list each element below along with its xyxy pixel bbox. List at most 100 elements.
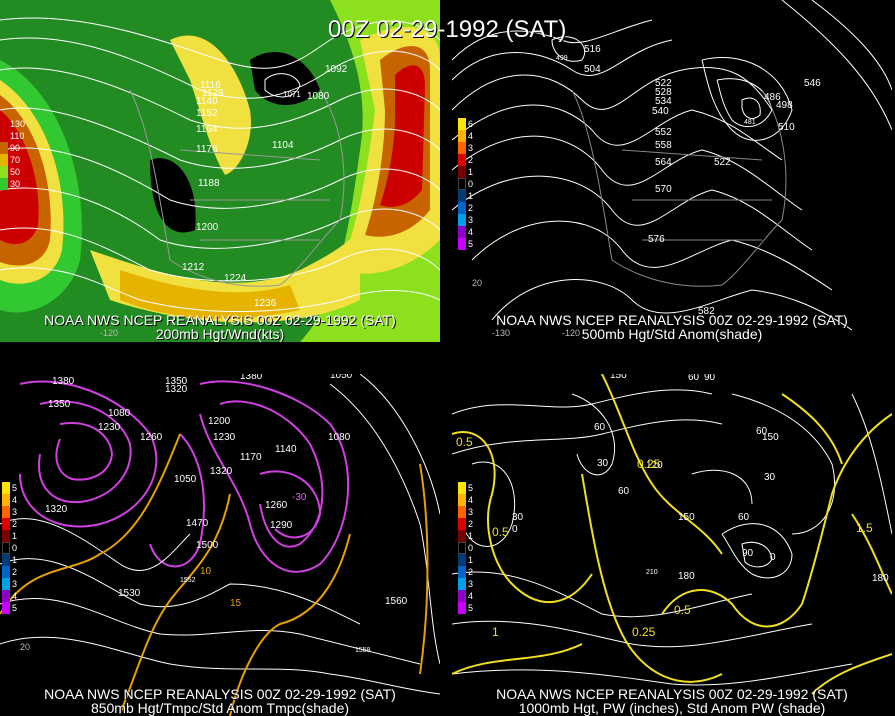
legend-swatch [458,542,466,554]
legend-label: 3 [468,579,474,589]
contour-label: 516 [584,44,601,55]
pw-label: 1.5 [856,521,873,535]
legend-label: 90 [10,143,21,153]
contour-label: 150 [762,432,779,443]
legend-label: 1 [12,555,18,565]
legend-swatch [458,190,466,202]
contour-label: 558 [655,140,672,151]
legend-label: 5 [468,239,474,249]
contour-label: 1104 [272,140,294,151]
legend-label: 130 [10,119,26,129]
legend-row: 1 [458,166,480,178]
legend-swatch [458,142,466,154]
legend-label: 70 [10,155,21,165]
contour-label: 1230 [213,432,236,443]
legend-row: 5 [458,482,480,494]
map-500mb: 504 516 522 528 534 540 552 558 564 570 … [452,0,892,338]
legend-row: 4 [2,494,24,506]
legend-row: 2 [458,154,480,166]
legend-row: 1 [458,554,480,566]
legend-row: 4 [458,590,480,602]
legend-swatch [458,590,466,602]
panel-850mb: 1350 1380 1350 1320 1380 1080 1230 1260 … [0,374,440,716]
legend-swatch [458,482,466,494]
contour-label: 528 [655,87,672,98]
contour-label: 1050 [330,374,353,381]
legend-swatch [2,506,10,518]
legend-row: 3 [458,578,480,590]
legend-swatch [458,506,466,518]
pw-label: 0.5 [674,603,691,617]
legend-label: 4 [468,495,474,505]
contour-label: 120 [646,460,663,471]
legend-label: 3 [468,143,474,153]
contour-label: 1290 [270,520,293,531]
lon-label: -130 [492,328,510,338]
pw-label: 0.25 [632,625,656,639]
legend-label: 3 [12,579,18,589]
contour-label: 1380 [52,376,75,387]
legend-swatch [458,518,466,530]
contour-labels-200mb: 1092 1080 1104 1116 1128 1140 1152 1164 … [100,64,348,338]
contour-label: 582 [698,306,715,317]
contour-label: 1560 [385,596,408,607]
lon-label: -120 [100,328,118,338]
legend-swatch [2,542,10,554]
legend-swatch [2,530,10,542]
pw-label: 0.25 [637,457,661,471]
panel-200mb: 1092 1080 1104 1116 1128 1140 1152 1164 … [0,0,440,342]
legend-swatch [458,118,466,130]
contour-label: 1116 [200,80,221,91]
legend-1000mb: 5 4 3 2 1 0 1 2 3 4 5 [458,482,480,614]
legend-row: 4 [2,590,24,602]
legend-swatch [2,482,10,494]
contour-label: 30 [512,512,524,523]
contour-label: 60 [688,374,700,383]
legend-row: 90 [0,142,22,154]
contour-label: 30 [597,458,609,469]
contour-label: 1236 [254,298,277,309]
contour-label: 1152 [196,108,218,119]
legend-row: 3 [458,214,480,226]
low-label: 481 [744,119,756,126]
contour-label: 1224 [224,273,247,284]
legend-row: 3 [2,578,24,590]
contour-label: 60 [738,512,750,523]
contour-labels-850mb: 1350 1380 1350 1320 1380 1080 1230 1260 … [20,374,408,654]
legend-swatch [2,590,10,602]
legend-swatch [458,554,466,566]
legend-swatch [458,566,466,578]
legend-row: 1 [458,190,480,202]
caption-field: 850mb Hgt/Tmpc/Std Anom Tmpc(shade) [90,700,350,716]
caption-source: NOAA NWS NCEP REANALYSIS 00Z 02-29-1992 … [496,312,848,328]
contour-label: 1140 [275,444,297,455]
legend-label: 4 [468,131,474,141]
legend-label: 2 [468,155,474,165]
legend-row: 50 [0,166,22,178]
map-200mb: 1092 1080 1104 1116 1128 1140 1152 1164 … [0,0,440,342]
legend-swatch [0,142,8,154]
contour-label: 1092 [325,64,348,75]
legend-swatch [458,202,466,214]
legend-row: 3 [2,506,24,518]
contour-label: 60 [756,426,768,437]
low-label: 1071 [283,90,301,99]
legend-200mb: 130 110 90 70 50 30 [0,118,26,190]
caption-field: 200mb Hgt/Wnd(kts) [155,326,285,342]
legend-label: 2 [468,519,474,529]
legend-label: 1 [468,555,474,565]
legend-swatch [458,494,466,506]
legend-label: 4 [468,227,474,237]
legend-850mb: 5 4 3 2 1 0 1 2 3 4 5 [2,482,24,614]
panel-1000mb: 150 60 90 60 30 120 60 150 60 90 0 30 60… [452,374,892,716]
pw-label: 0.5 [492,525,509,539]
contour-label: 1200 [196,222,219,233]
caption-field: 1000mb Hgt, PW (inches), Std Anom PW (sh… [518,700,826,716]
legend-swatch [2,554,10,566]
contour-label: 180 [678,571,695,582]
legend-row: 6 [458,118,480,130]
contour-label: 504 [584,64,601,75]
caption-source: NOAA NWS NCEP REANALYSIS 00Z 02-29-1992 … [44,312,396,328]
contour-label: 1140 [196,96,218,107]
legend-label: 3 [468,215,474,225]
